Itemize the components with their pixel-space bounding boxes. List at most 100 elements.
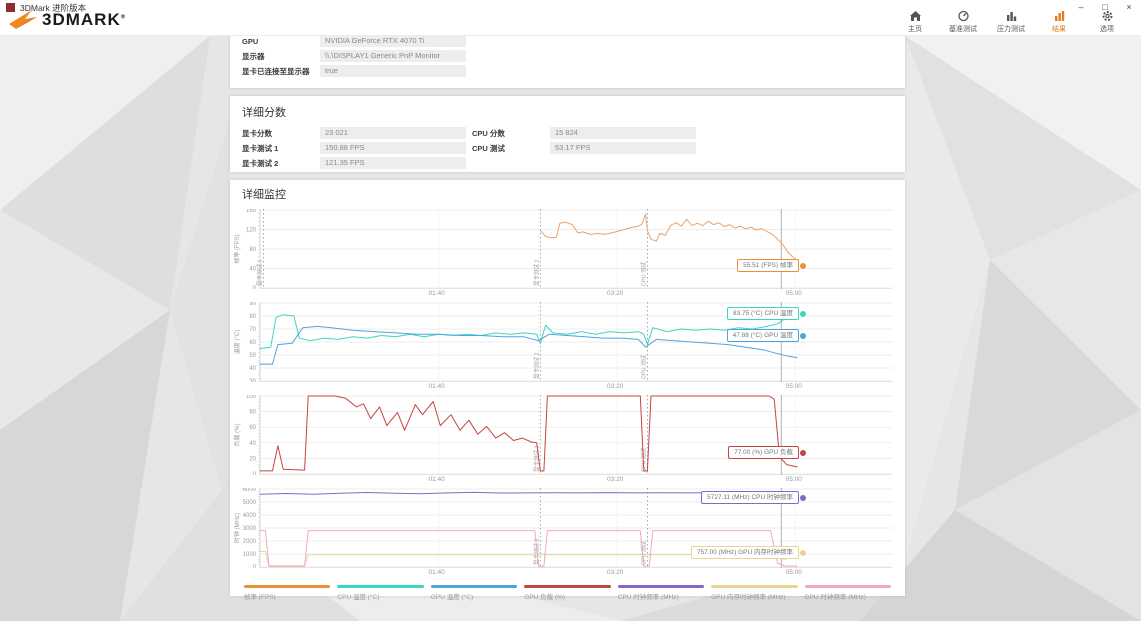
field-label: GPU (242, 36, 259, 46)
section-marker-label: CPU 测试 (639, 540, 647, 565)
legend-label: GPU 内存时钟频率 (MHz) (711, 594, 786, 601)
legend-color-bar (711, 585, 798, 588)
logo-swoosh-icon (9, 10, 37, 29)
section-marker-label: CPU 测试 (639, 261, 647, 286)
legend-item-5[interactable]: GPU 内存时钟频率 (MHz) (711, 585, 798, 601)
legend-item-3[interactable]: GPU 负载 (%) (524, 585, 611, 601)
field-value: 15 824 (550, 127, 696, 139)
x-tick-label: 01:40 (428, 383, 445, 390)
chart-temperature: 90 80 70 60 50 40 30 显卡测试 2 CPU 测试 温度 (°C) 01:40 03… (230, 302, 905, 395)
tooltip-dot (800, 449, 806, 456)
svg-text:4000: 4000 (243, 513, 257, 519)
legend-item-6[interactable]: GPU 时钟频率 (MHz) (804, 585, 891, 601)
minimize-button[interactable]: – (1078, 2, 1084, 12)
nav-item-stress-tests[interactable]: 压力测试 (993, 10, 1029, 34)
maximize-button[interactable]: □ (1102, 2, 1108, 12)
svg-text:120: 120 (246, 228, 257, 234)
x-tick-label: 03:20 (607, 290, 624, 297)
scores-right-column: CPU 分数 15 824 CPU 测试 53.17 FPS (472, 127, 696, 157)
section-marker-label: 显卡测试 1 (256, 259, 264, 286)
svg-text:100: 100 (246, 395, 257, 400)
legend-color-bar (430, 585, 518, 588)
svg-text:20: 20 (249, 456, 256, 462)
svg-text:5000: 5000 (243, 500, 257, 506)
gear-icon (1102, 11, 1112, 21)
svg-text:2000: 2000 (243, 539, 257, 545)
main-nav: 主页 基准测试 压力测试 结果 选项 (897, 10, 1125, 34)
chart-tooltip: 83.75 (°C) CPU 温度 (726, 307, 806, 320)
nav-item-options[interactable]: 选项 (1089, 10, 1125, 34)
detailed-scores-title: 详细分数 (242, 107, 286, 119)
x-tick-label: 01:40 (428, 476, 445, 483)
close-button[interactable]: × (1126, 2, 1132, 12)
x-tick-label: 03:20 (607, 383, 624, 390)
legend-item-0[interactable]: 帧率 (FPS) (244, 585, 331, 601)
x-tick-label: 05:00 (785, 569, 802, 576)
chart-tooltip: 757.00 (MHz) GPU 内存时钟频率 (690, 546, 806, 559)
window-title: 3DMark 进阶版本 (20, 2, 87, 13)
x-tick-label: 01:40 (428, 569, 445, 576)
field-value: 53.17 FPS (550, 142, 696, 154)
bars-icon (1006, 12, 1016, 21)
chart-icon (1054, 11, 1064, 21)
svg-text:0: 0 (253, 565, 257, 568)
svg-text:1000: 1000 (243, 552, 257, 558)
3dmark-logo: 3DMARK® (8, 9, 126, 31)
field-value: 150.88 FPS (320, 142, 466, 154)
nav-item-home[interactable]: 主页 (897, 10, 933, 34)
chart-gpu-load: 100 80 60 40 20 0 显卡测试 2 CPU 测试 负载 (%) 01:40 03:20… (230, 395, 905, 488)
field-label: 显卡测试 1 (242, 143, 279, 153)
svg-text:时钟 (MHz): 时钟 (MHz) (233, 513, 241, 543)
app-header: 3DMark 进阶版本 – □ × 3DMARK® 主页 基准测试 压力测试 结果 选项 (0, 0, 1141, 36)
x-tick-label: 03:20 (607, 476, 624, 483)
legend-item-1[interactable]: CPU 温度 (°C) (337, 585, 424, 601)
field-label: CPU 分数 (472, 128, 505, 138)
legend-item-4[interactable]: CPU 时钟频率 (MHz) (617, 585, 705, 601)
svg-text:80: 80 (249, 314, 256, 320)
legend-label: GPU 时钟频率 (MHz) (804, 594, 866, 601)
section-marker-label: 显卡测试 2 (532, 259, 540, 286)
legend-label: GPU 负载 (%) (524, 594, 566, 601)
svg-text:160: 160 (246, 209, 257, 214)
gauge-icon (957, 10, 969, 22)
field-value: true (320, 65, 466, 77)
legend-color-bar (617, 585, 705, 588)
x-axis-labels: 01:40 03:20 05:00 (230, 382, 905, 395)
system-info-row: GPU NVIDIA GeForce RTX 4070 Ti (242, 35, 893, 47)
field-value: \\.\DISPLAY1 Generic PnP Monitor (320, 50, 466, 62)
score-row: CPU 测试 53.17 FPS (472, 142, 696, 154)
home-icon (909, 11, 921, 21)
svg-text:60: 60 (249, 425, 256, 431)
tooltip-dot (800, 494, 806, 501)
system-info-card: GPU NVIDIA GeForce RTX 4070 Ti 显示器 \\.\DISP… (230, 28, 905, 88)
nav-item-benchmarks[interactable]: 基准测试 (945, 10, 981, 34)
field-value: NVIDIA GeForce RTX 4070 Ti (320, 35, 466, 47)
field-label: 显卡测试 2 (242, 158, 279, 168)
svg-text:0: 0 (253, 286, 257, 289)
svg-text:6000: 6000 (243, 488, 257, 493)
section-marker-label: CPU 测试 (639, 354, 647, 379)
detailed-monitoring-card: 详细监控 160 120 80 40 0 显卡测试 1 显卡测试 2 CPU 测试 帧率 (FP… (230, 180, 905, 601)
chart-legend: 帧率 (FPS) CPU 温度 (°C) GPU 温度 (°C) GPU 负载 (%)… (230, 583, 905, 601)
legend-color-bar (337, 585, 424, 588)
legend-item-2[interactable]: GPU 温度 (°C) (430, 585, 518, 601)
svg-text:80: 80 (249, 247, 256, 253)
x-axis-labels: 01:40 03:20 05:00 (230, 289, 905, 302)
x-tick-label: 05:00 (785, 383, 802, 390)
svg-text:30: 30 (249, 379, 256, 382)
svg-text:80: 80 (249, 410, 256, 416)
chart-tooltip: 47.88 (°C) GPU 温度 (726, 329, 806, 342)
svg-text:0: 0 (253, 472, 257, 475)
system-info-row: 显示器 \\.\DISPLAY1 Generic PnP Monitor (242, 50, 893, 62)
nav-item-results[interactable]: 结果 (1041, 10, 1077, 34)
field-label: 显示器 (242, 51, 265, 61)
monitoring-charts: 160 120 80 40 0 显卡测试 1 显卡测试 2 CPU 测试 帧率 (FPS) 01:… (230, 209, 905, 581)
system-info-row: 显卡已连接至显示器 true (242, 65, 893, 77)
window-titlebar[interactable]: 3DMark 进阶版本 – □ × (0, 0, 1141, 15)
chart-tooltip: 5727.11 (MHz) CPU 时钟频率 (701, 491, 806, 504)
x-tick-label: 03:20 (607, 569, 624, 576)
score-row: 显卡测试 2 121.35 FPS (242, 157, 466, 169)
score-row: CPU 分数 15 824 (472, 127, 696, 139)
